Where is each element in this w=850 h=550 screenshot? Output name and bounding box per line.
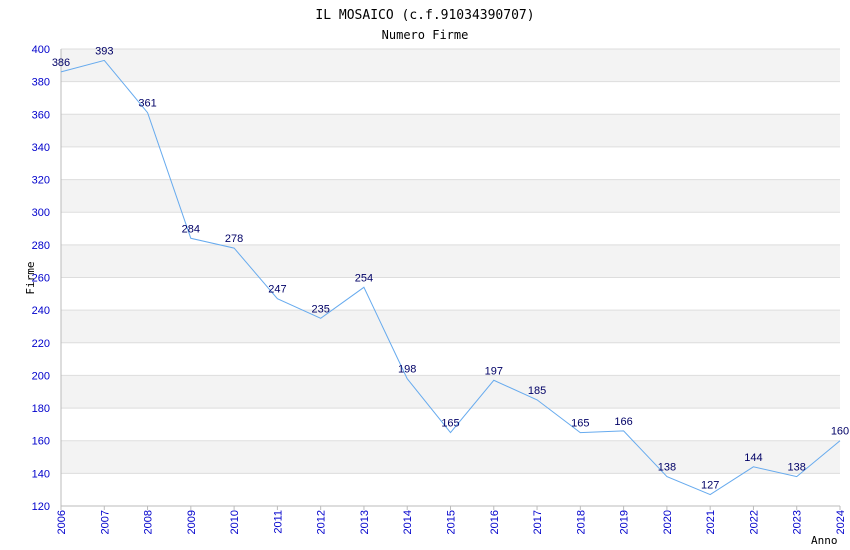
data-labels: 386 393 361 284 278 247 235 254 198 165 197 185 165 1…	[52, 45, 849, 491]
y-tick-label: 400	[32, 44, 50, 56]
x-axis-label: Anno	[811, 534, 838, 547]
series-line	[60, 59, 841, 496]
data-label: 284	[182, 223, 200, 235]
y-tick-label: 260	[32, 273, 50, 285]
x-tick-label: 2010	[229, 510, 241, 534]
y-tick-label: 240	[32, 305, 50, 317]
grid-band	[61, 114, 840, 147]
x-tick-label: 2013	[359, 510, 371, 534]
y-tick-label: 160	[32, 436, 50, 448]
x-tick-label: 2012	[316, 510, 328, 534]
x-tick-label: 2020	[662, 510, 674, 534]
x-tick-label: 2018	[575, 510, 587, 534]
grid-band	[61, 49, 840, 82]
y-axis-label: Firme	[24, 261, 37, 294]
x-tick-labels: 2006 2007 2008 2009 2010 2011 2012 2013 2014 2015…	[56, 510, 847, 534]
x-tick-label: 2022	[748, 510, 760, 534]
x-tick-label: 2011	[272, 510, 284, 534]
x-tick-label: 2019	[619, 510, 631, 534]
x-tick-label: 2015	[446, 510, 458, 534]
data-label: 361	[138, 98, 156, 110]
x-tick-label: 2014	[402, 510, 414, 534]
y-tick-label: 200	[32, 370, 50, 382]
data-label: 386	[52, 57, 70, 69]
x-tick-label: 2009	[186, 510, 198, 534]
data-label: 254	[355, 272, 373, 284]
y-tick-label: 320	[32, 175, 50, 187]
data-label: 198	[398, 364, 416, 376]
data-label: 160	[831, 426, 849, 438]
x-tick-label: 2007	[99, 510, 111, 534]
y-tick-labels: 120 140 160 180 200 220 240 260 280 300 320 340 360 3…	[32, 44, 50, 513]
grid-band	[61, 310, 840, 343]
axes	[60, 49, 841, 510]
x-tick-label: 2023	[792, 510, 804, 534]
y-tick-label: 300	[32, 207, 50, 219]
y-tick-label: 340	[32, 142, 50, 154]
data-label: 166	[614, 416, 632, 428]
chart-title: IL MOSAICO (c.f.91034390707)	[315, 8, 534, 23]
chart-subtitle: Numero Firme	[382, 28, 469, 42]
data-label: 235	[311, 303, 329, 315]
y-tick-label: 120	[32, 501, 50, 513]
data-label: 165	[441, 418, 459, 430]
x-tick-label: 2008	[143, 510, 155, 534]
gridlines	[61, 48, 840, 507]
y-tick-label: 360	[32, 109, 50, 121]
data-label: 197	[485, 365, 503, 377]
grid-band	[61, 375, 840, 409]
data-label: 138	[788, 462, 806, 474]
x-tick-label: 2021	[705, 510, 717, 534]
data-label: 393	[95, 45, 113, 57]
grid-band	[61, 440, 840, 474]
x-tick-label: 2024	[835, 510, 847, 534]
grid-band	[61, 179, 840, 213]
x-tick-label: 2017	[532, 510, 544, 534]
series-lines	[60, 59, 841, 496]
x-tick-label: 2016	[489, 510, 501, 534]
data-label: 138	[658, 462, 676, 474]
y-tick-label: 280	[32, 240, 50, 252]
y-tick-label: 180	[32, 403, 50, 415]
data-label: 127	[701, 480, 719, 492]
data-label: 144	[744, 452, 762, 464]
grid-band	[61, 244, 840, 278]
y-tick-label: 140	[32, 468, 50, 480]
data-label: 247	[268, 284, 286, 296]
background-bands	[61, 49, 840, 474]
y-tick-label: 220	[32, 338, 50, 350]
data-label: 278	[225, 233, 243, 245]
y-tick-label: 380	[32, 77, 50, 89]
data-label: 185	[528, 385, 546, 397]
data-label: 165	[571, 418, 589, 430]
x-tick-label: 2006	[56, 510, 68, 534]
